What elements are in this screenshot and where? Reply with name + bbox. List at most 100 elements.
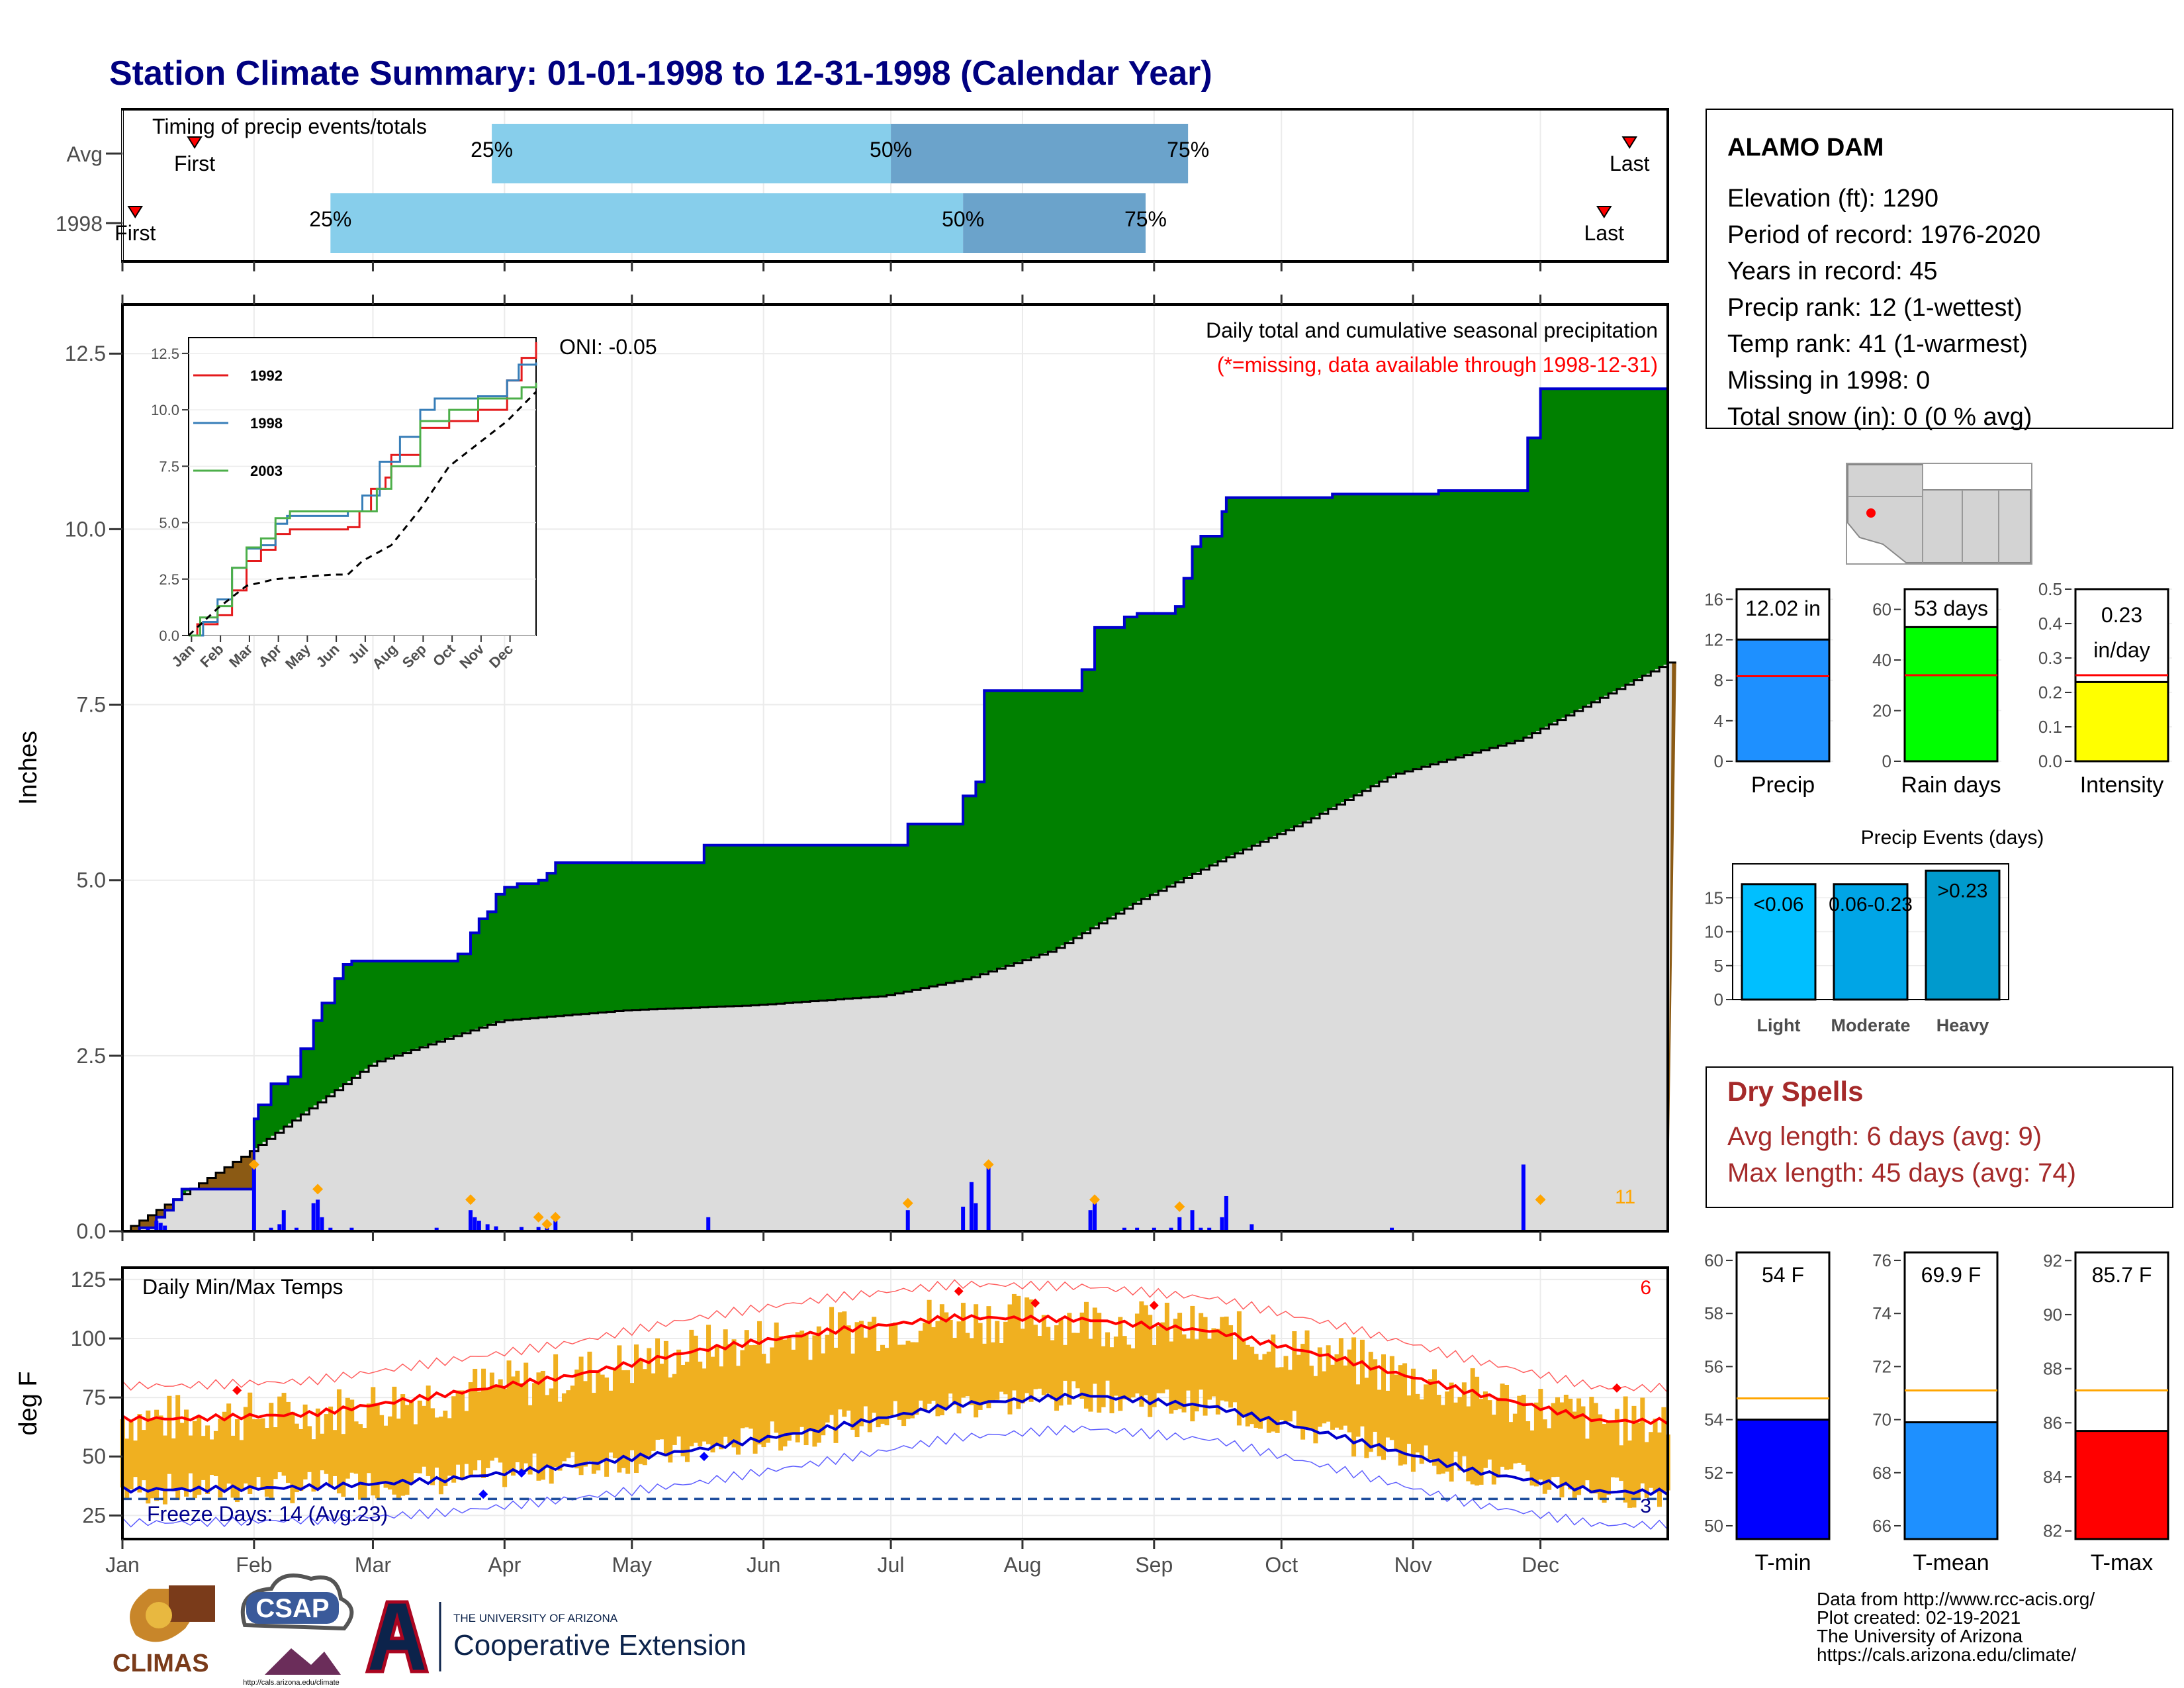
bar-panel-y-tick-label: 0.1 xyxy=(2038,717,2062,737)
daily-temp-bar xyxy=(872,1317,877,1413)
daily-temp-bar xyxy=(719,1366,724,1450)
daily-temp-bar xyxy=(591,1393,596,1474)
temp-bar-y-tick-label: 76 xyxy=(1872,1250,1891,1270)
daily-precip-bar xyxy=(1177,1217,1182,1231)
timing-rows: Avg 25% 50% 75% First Last 1998 25% 50% 75% First L… xyxy=(56,124,1650,253)
daily-temp-bar xyxy=(417,1400,422,1474)
daily-temp-bar xyxy=(451,1396,457,1483)
daily-precip-bar xyxy=(1224,1196,1228,1231)
bar-panel-y-tick-label: 0 xyxy=(1714,751,1723,771)
events-chart: 0 5 10 15 <0.06 Light 0.06-0.23 Moderate >0.23 He… xyxy=(1704,863,2009,1035)
annual-bar-panels: 0 4 8 12 16 12.02 in Precip 0 20 40 60 53 days Rain … xyxy=(1704,579,2172,798)
bar-panel-y-tick-label: 0.3 xyxy=(2038,648,2062,668)
daily-temp-bar xyxy=(158,1415,163,1490)
timing-bar-q25-q50 xyxy=(492,124,891,183)
daily-temp-bar xyxy=(523,1362,529,1464)
daily-temp-bar xyxy=(455,1390,461,1465)
daily-temp-bar xyxy=(825,1335,830,1423)
daily-temp-bar xyxy=(392,1386,397,1495)
inset-y-tick-label: 7.5 xyxy=(159,458,179,475)
daily-temp-bar xyxy=(956,1321,962,1414)
daily-temp-bar xyxy=(298,1429,304,1491)
daily-temp-bar xyxy=(821,1353,826,1436)
events-y-tick-label: 15 xyxy=(1704,888,1723,908)
daily-precip-bar xyxy=(536,1227,541,1231)
daily-temp-bar xyxy=(1322,1371,1327,1424)
timing-bar-q25-q50 xyxy=(330,193,964,253)
daily-temp-bar xyxy=(290,1411,295,1503)
daily-temp-bar xyxy=(752,1344,758,1454)
daily-temp-bar xyxy=(651,1373,656,1451)
daily-precip-bar xyxy=(1250,1224,1254,1231)
daily-temp-bar xyxy=(761,1354,766,1448)
daily-temp-bar xyxy=(1232,1359,1238,1403)
daily-temp-bar xyxy=(294,1423,299,1493)
daily-temp-bar xyxy=(222,1411,227,1492)
daily-temp-bar xyxy=(1394,1374,1399,1450)
daily-temp-bar xyxy=(1453,1402,1459,1452)
daily-temp-bar xyxy=(1088,1338,1093,1412)
daily-temp-bar xyxy=(931,1327,936,1401)
daily-precip-bar xyxy=(1207,1227,1212,1231)
daily-temp-bar xyxy=(515,1370,520,1462)
daily-temp-bar xyxy=(999,1343,1004,1392)
daily-temp-bar xyxy=(974,1304,979,1418)
daily-temp-bar xyxy=(1461,1382,1467,1456)
daily-temp-bar xyxy=(485,1388,490,1468)
precip-event-marker xyxy=(533,1211,544,1223)
daily-temp-bar xyxy=(383,1425,388,1488)
daily-temp-bar xyxy=(570,1385,575,1452)
daily-temp-bar xyxy=(443,1410,448,1486)
daily-precip-bar xyxy=(434,1227,439,1231)
daily-temp-bar xyxy=(1020,1329,1025,1404)
events-category-label: Heavy xyxy=(1936,1015,1989,1035)
daily-precip-bar xyxy=(269,1227,273,1231)
daily-temp-bar xyxy=(833,1347,839,1443)
daily-temp-bar xyxy=(1440,1405,1445,1474)
temp-bar-x-label: T-mean xyxy=(1913,1550,1989,1575)
timing-last-label: Last xyxy=(1584,221,1625,245)
daily-precip-bar xyxy=(158,1223,163,1231)
daily-temp-bar xyxy=(663,1340,668,1457)
station-info-frame xyxy=(1706,109,2173,429)
daily-temp-bar xyxy=(574,1369,580,1469)
daily-temp-bar xyxy=(154,1409,159,1501)
bar-panel-y-tick-label: 40 xyxy=(1872,650,1891,670)
daily-precip-bar xyxy=(251,1168,256,1231)
daily-temp-bar xyxy=(1152,1344,1157,1407)
daily-temp-bar xyxy=(1568,1398,1573,1489)
daily-temp-bar xyxy=(1067,1313,1072,1405)
daily-temp-bar xyxy=(1406,1395,1412,1444)
daily-temp-bar xyxy=(527,1405,533,1475)
csap-logo-text: CSAP xyxy=(255,1594,329,1623)
daily-temp-bar xyxy=(1491,1415,1496,1485)
daily-temp-bar xyxy=(256,1419,261,1477)
daily-temp-bar xyxy=(621,1370,626,1468)
daily-temp-bar xyxy=(1487,1400,1492,1460)
station-lines: Elevation (ft): 1290 Period of record: 19… xyxy=(1727,185,2040,431)
bar-panel-value-label-2: in/day xyxy=(2093,638,2150,662)
temp-count-top: 6 xyxy=(1640,1277,1651,1299)
daily-temp-bar xyxy=(332,1430,338,1476)
temp-bar-x-label: T-min xyxy=(1755,1550,1811,1575)
climas-logo: CLIMAS xyxy=(113,1585,215,1677)
daily-temp-bar xyxy=(583,1381,588,1467)
temp-title: Daily Min/Max Temps xyxy=(142,1275,343,1299)
precip-y-label: Inches xyxy=(15,731,42,805)
daily-temp-bar xyxy=(379,1415,385,1484)
daily-precip-bar xyxy=(146,1227,150,1231)
daily-temp-bar xyxy=(239,1440,244,1491)
daily-temp-bar xyxy=(1211,1328,1216,1397)
daily-temp-bar xyxy=(438,1417,443,1495)
month-tick-label: Apr xyxy=(488,1553,521,1577)
daily-temp-bar xyxy=(1449,1382,1454,1482)
daily-temp-bar xyxy=(1199,1313,1204,1390)
daily-precip-bar xyxy=(494,1226,498,1231)
station-info-line: Temp rank: 41 (1-warmest) xyxy=(1727,330,2028,358)
daily-temp-bar xyxy=(1355,1384,1361,1437)
daily-precip-bar xyxy=(1220,1217,1224,1231)
daily-temp-bar xyxy=(1262,1354,1267,1419)
daily-temp-bar xyxy=(1241,1339,1246,1416)
daily-temp-bar xyxy=(371,1387,376,1496)
